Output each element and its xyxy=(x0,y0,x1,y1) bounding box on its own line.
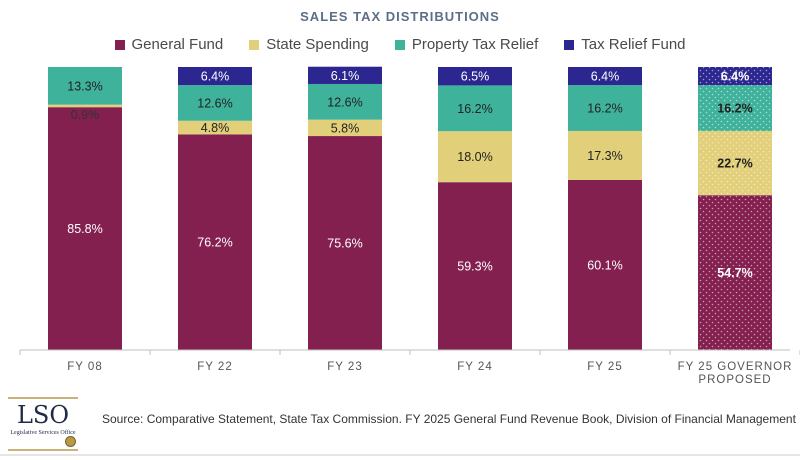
legend-label-tax-relief-fund: Tax Relief Fund xyxy=(581,36,686,53)
bar-segment-state-spending-fy-25 xyxy=(568,130,642,180)
bar-pattern-general-fund-fy-25-governor-proposed xyxy=(698,195,772,350)
bar-segment-property-tax-relief-fy-23 xyxy=(308,83,382,120)
bar-segment-general-fund-fy-25 xyxy=(568,179,642,350)
data-label-property-tax-relief-fy-25-governor-proposed: 16.2% xyxy=(717,102,752,116)
lso-logo-text: LSO xyxy=(16,401,70,429)
bar-pattern-state-spending-fy-25-governor-proposed xyxy=(698,130,772,196)
x-tick-label-fy-25-governor-proposed-line-2: PROPOSED xyxy=(698,374,771,386)
data-label-tax-relief-fund-fy-24: 6.5% xyxy=(461,70,490,84)
bar-segment-tax-relief-fund-fy-22 xyxy=(178,67,252,86)
bar-segment-general-fund-fy-22 xyxy=(178,134,252,350)
data-label-property-tax-relief-fy-25: 16.2% xyxy=(587,102,622,116)
source-note: Source: Comparative Statement, State Tax… xyxy=(102,412,796,426)
data-label-general-fund-fy-22: 76.2% xyxy=(197,236,232,250)
legend-swatch-state-spending xyxy=(249,39,260,50)
data-label-state-spending-fy-25-governor-proposed: 22.7% xyxy=(717,157,752,171)
data-label-general-fund-fy-23: 75.6% xyxy=(327,237,362,251)
legend-label-property-tax-relief: Property Tax Relief xyxy=(411,36,539,53)
x-tick-label-fy-23: FY 23 xyxy=(327,361,362,373)
data-label-tax-relief-fund-fy-23: 6.1% xyxy=(331,69,360,83)
x-tick-label-fy-25: FY 25 xyxy=(587,361,622,373)
x-tick-label-fy-08: FY 08 xyxy=(67,361,102,373)
bar-segment-property-tax-relief-fy-24 xyxy=(438,85,512,132)
legend-item-tax-relief-fund: Tax Relief Fund xyxy=(564,36,686,53)
data-label-property-tax-relief-fy-24: 16.2% xyxy=(457,102,492,116)
bar-segment-state-spending-fy-22 xyxy=(178,120,252,135)
data-label-general-fund-fy-24: 59.3% xyxy=(457,260,492,274)
data-label-state-spending-fy-08: 0.9% xyxy=(71,108,100,122)
chart-legend: General Fund State Spending Property Tax… xyxy=(0,36,800,53)
bar-segment-general-fund-fy-23 xyxy=(308,136,382,350)
data-label-property-tax-relief-fy-22: 12.6% xyxy=(197,96,232,110)
legend-item-property-tax-relief: Property Tax Relief xyxy=(394,36,539,53)
footer-divider xyxy=(0,454,800,456)
x-tick-label-fy-25-governor-proposed-line-1: FY 25 GOVERNOR xyxy=(678,361,793,373)
legend-swatch-property-tax-relief xyxy=(394,39,405,50)
bar-segment-general-fund-fy-08 xyxy=(48,107,122,350)
legend-swatch-general-fund xyxy=(114,39,125,50)
data-label-state-spending-fy-25: 17.3% xyxy=(587,149,622,163)
bar-pattern-tax-relief-fund-fy-25-governor-proposed xyxy=(698,67,772,86)
chart-title: SALES TAX DISTRIBUTIONS xyxy=(300,9,500,24)
legend-item-general-fund: General Fund xyxy=(114,36,224,53)
bar-segment-property-tax-relief-fy-08 xyxy=(48,67,122,105)
lso-logo-subtitle: Legislative Services Office xyxy=(10,430,76,436)
data-label-tax-relief-fund-fy-25: 6.4% xyxy=(591,70,620,84)
bar-segment-tax-relief-fund-fy-24 xyxy=(438,67,512,86)
data-label-state-spending-fy-24: 18.0% xyxy=(457,150,492,164)
legend-label-state-spending: State Spending xyxy=(266,36,369,53)
bar-segment-tax-relief-fund-fy-23 xyxy=(308,66,382,84)
bar-segment-general-fund-fy-24 xyxy=(438,182,512,350)
bar-segment-state-spending-fy-08 xyxy=(48,104,122,108)
data-label-tax-relief-fund-fy-25-governor-proposed: 6.4% xyxy=(721,70,750,84)
bar-segment-property-tax-relief-fy-25 xyxy=(568,85,642,131)
x-tick-label-fy-24: FY 24 xyxy=(457,361,492,373)
bar-segment-property-tax-relief-fy-22 xyxy=(178,85,252,121)
legend-item-state-spending: State Spending xyxy=(249,36,369,53)
data-label-property-tax-relief-fy-08: 13.3% xyxy=(67,79,102,93)
bar-segment-state-spending-fy-24 xyxy=(438,131,512,183)
lso-logo: LSO Legislative Services Office xyxy=(8,397,78,451)
legend-label-general-fund: General Fund xyxy=(131,36,224,53)
data-label-general-fund-fy-08: 85.8% xyxy=(67,222,102,236)
data-label-general-fund-fy-25: 60.1% xyxy=(587,258,622,272)
data-label-state-spending-fy-23: 5.8% xyxy=(331,121,360,135)
bar-pattern-property-tax-relief-fy-25-governor-proposed xyxy=(698,85,772,131)
data-label-state-spending-fy-22: 4.8% xyxy=(201,121,230,135)
seal-icon xyxy=(65,436,76,447)
bar-segment-state-spending-fy-23 xyxy=(308,119,382,137)
legend-swatch-tax-relief-fund xyxy=(564,39,575,50)
data-label-general-fund-fy-25-governor-proposed: 54.7% xyxy=(717,266,752,280)
data-label-property-tax-relief-fy-23: 12.6% xyxy=(327,95,362,109)
x-tick-label-fy-22: FY 22 xyxy=(197,361,232,373)
bar-segment-tax-relief-fund-fy-25 xyxy=(568,67,642,86)
stacked-bar-chart: 85.8% 0.9% 13.3% 76.2% 4.8% 12.6% 6.4% 75.6% 5.8… xyxy=(19,66,800,386)
data-label-tax-relief-fund-fy-22: 6.4% xyxy=(201,70,230,84)
